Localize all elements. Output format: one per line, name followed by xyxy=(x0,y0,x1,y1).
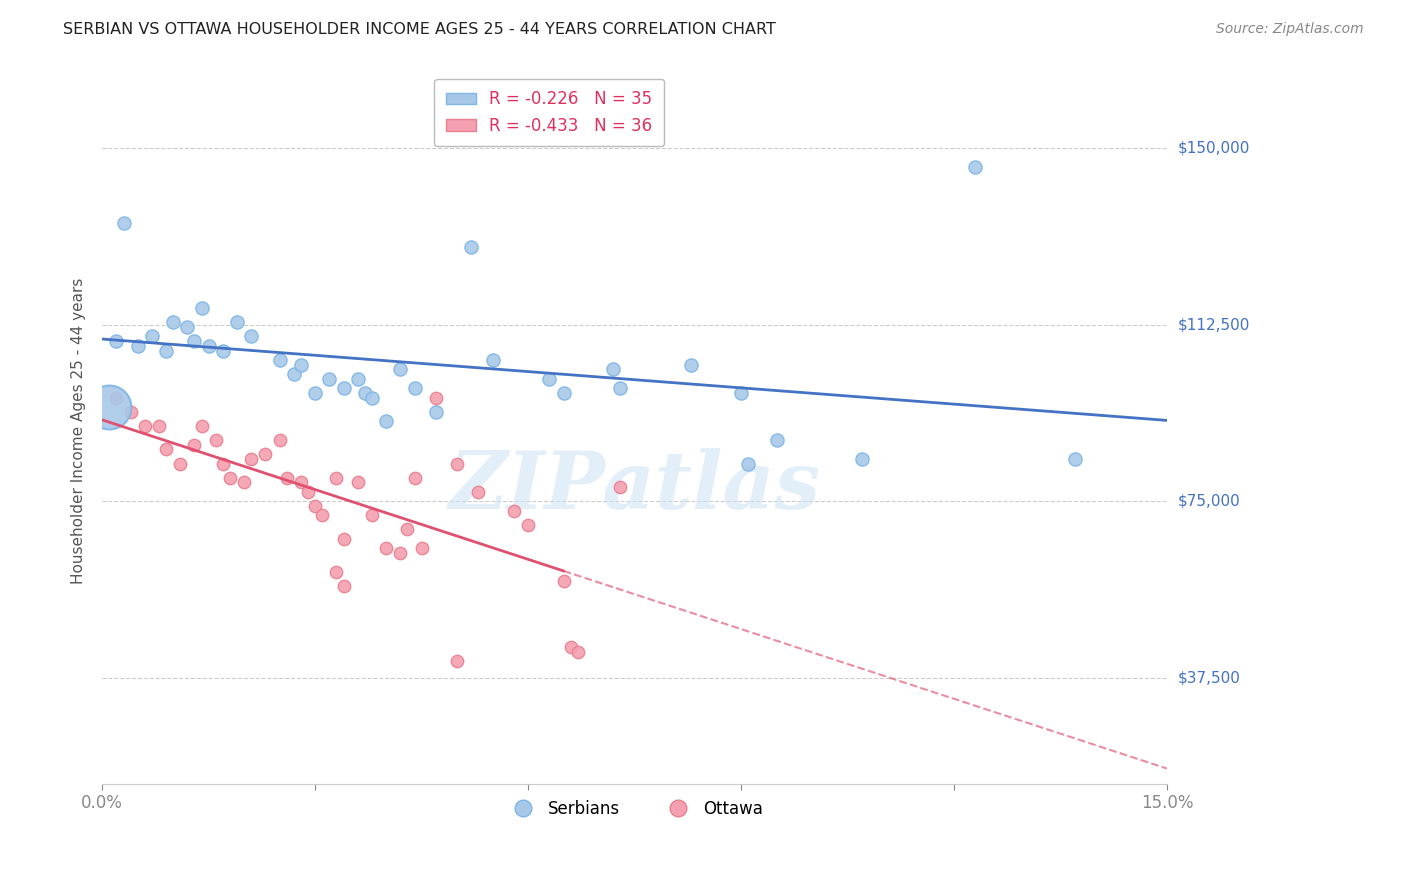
Text: $112,500: $112,500 xyxy=(1178,318,1250,332)
Point xyxy=(105,334,128,348)
Point xyxy=(120,405,142,419)
Point xyxy=(134,418,156,433)
Point xyxy=(240,329,263,343)
Point xyxy=(212,343,235,358)
Point xyxy=(311,508,333,523)
Point xyxy=(375,541,398,556)
Point xyxy=(460,240,482,254)
Point xyxy=(141,329,163,343)
Point xyxy=(283,367,305,381)
Text: $150,000: $150,000 xyxy=(1178,141,1250,155)
Point xyxy=(240,451,263,466)
Point xyxy=(609,480,631,494)
Point xyxy=(204,433,226,447)
Point xyxy=(155,442,177,457)
Point xyxy=(190,301,212,315)
Point xyxy=(169,457,191,471)
Point xyxy=(304,385,326,400)
Point xyxy=(197,339,219,353)
Point xyxy=(332,579,354,593)
Point xyxy=(396,523,419,537)
Point xyxy=(361,508,384,523)
Point xyxy=(404,471,426,485)
Y-axis label: Householder Income Ages 25 - 44 years: Householder Income Ages 25 - 44 years xyxy=(72,277,86,583)
Point xyxy=(183,438,205,452)
Point xyxy=(446,654,468,668)
Point xyxy=(219,471,242,485)
Point xyxy=(730,385,752,400)
Point xyxy=(127,339,149,353)
Point xyxy=(567,645,589,659)
Point xyxy=(681,358,703,372)
Point xyxy=(176,320,198,334)
Point xyxy=(332,532,354,546)
Legend: Serbians, Ottawa: Serbians, Ottawa xyxy=(499,794,769,825)
Point xyxy=(112,216,135,230)
Point xyxy=(965,160,987,174)
Point xyxy=(346,475,368,490)
Point xyxy=(254,447,277,461)
Text: ZIPatlas: ZIPatlas xyxy=(449,449,821,526)
Text: $75,000: $75,000 xyxy=(1178,493,1240,508)
Point xyxy=(233,475,256,490)
Point xyxy=(404,381,426,395)
Point xyxy=(467,484,489,499)
Point xyxy=(155,343,177,358)
Point xyxy=(290,475,312,490)
Point xyxy=(851,451,873,466)
Point xyxy=(346,372,368,386)
Point xyxy=(304,499,326,513)
Point xyxy=(553,385,575,400)
Point xyxy=(517,517,540,532)
Point xyxy=(425,391,447,405)
Point xyxy=(602,362,624,376)
Point xyxy=(609,381,631,395)
Point xyxy=(481,353,503,368)
Point xyxy=(361,391,384,405)
Point xyxy=(290,358,312,372)
Point xyxy=(332,381,354,395)
Point xyxy=(162,315,184,329)
Point xyxy=(190,418,212,433)
Text: SERBIAN VS OTTAWA HOUSEHOLDER INCOME AGES 25 - 44 YEARS CORRELATION CHART: SERBIAN VS OTTAWA HOUSEHOLDER INCOME AGE… xyxy=(63,22,776,37)
Point xyxy=(375,414,398,428)
Point xyxy=(325,471,347,485)
Point xyxy=(105,391,128,405)
Point xyxy=(560,640,582,655)
Point xyxy=(446,457,468,471)
Point xyxy=(212,457,235,471)
Text: $37,500: $37,500 xyxy=(1178,670,1241,685)
Point xyxy=(389,362,412,376)
Text: Source: ZipAtlas.com: Source: ZipAtlas.com xyxy=(1216,22,1364,37)
Point xyxy=(503,503,526,517)
Point xyxy=(226,315,249,329)
Point xyxy=(538,372,561,386)
Point xyxy=(353,385,375,400)
Point xyxy=(269,353,291,368)
Point xyxy=(318,372,340,386)
Point xyxy=(98,400,121,414)
Point xyxy=(183,334,205,348)
Point xyxy=(148,418,170,433)
Point xyxy=(425,405,447,419)
Point xyxy=(297,484,319,499)
Point xyxy=(389,546,412,560)
Point xyxy=(411,541,433,556)
Point xyxy=(737,457,759,471)
Point xyxy=(765,433,787,447)
Point xyxy=(1063,451,1085,466)
Point xyxy=(269,433,291,447)
Point xyxy=(325,565,347,579)
Point xyxy=(553,574,575,589)
Point xyxy=(276,471,298,485)
